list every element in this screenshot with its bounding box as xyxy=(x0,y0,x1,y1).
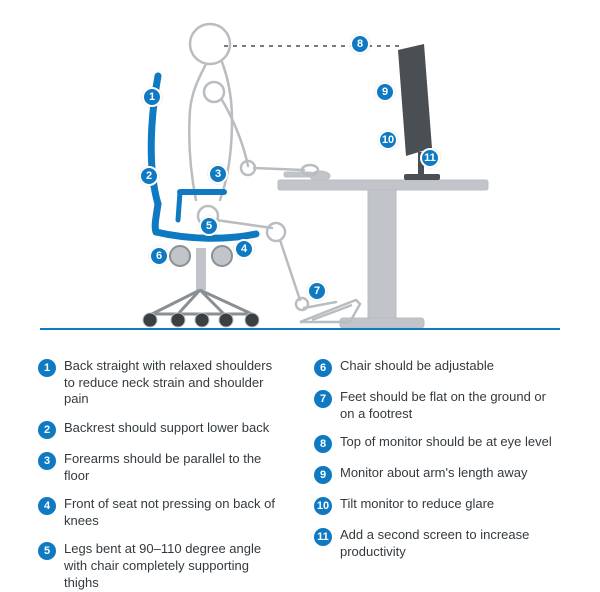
ergonomics-illustration xyxy=(0,0,600,345)
callout-9: 9 xyxy=(375,82,395,102)
legend-bullet: 3 xyxy=(38,452,56,470)
legend-bullet: 7 xyxy=(314,390,332,408)
legend-item-5: 5 Legs bent at 90–110 degree angle with c… xyxy=(38,541,286,591)
legend-text: Forearms should be parallel to the floor xyxy=(64,451,286,484)
legend-bullet: 11 xyxy=(314,528,332,546)
legend-item-8: 8 Top of monitor should be at eye level xyxy=(314,434,562,453)
legend-bullet: 4 xyxy=(38,497,56,515)
callout-6: 6 xyxy=(149,246,169,266)
legend-column-left: 1 Back straight with relaxed shoulders to… xyxy=(38,358,286,591)
legend-bullet: 5 xyxy=(38,542,56,560)
legend-text: Chair should be adjustable xyxy=(340,358,494,375)
legend-text: Top of monitor should be at eye level xyxy=(340,434,552,451)
legend-item-4: 4 Front of seat not pressing on back of k… xyxy=(38,496,286,529)
legend-text: Backrest should support lower back xyxy=(64,420,269,437)
legend-item-6: 6 Chair should be adjustable xyxy=(314,358,562,377)
legend-item-3: 3 Forearms should be parallel to the floo… xyxy=(38,451,286,484)
legend-bullet: 2 xyxy=(38,421,56,439)
legend-item-10: 10 Tilt monitor to reduce glare xyxy=(314,496,562,515)
legend-text: Legs bent at 90–110 degree angle with ch… xyxy=(64,541,286,591)
legend-bullet: 9 xyxy=(314,466,332,484)
callout-11: 11 xyxy=(420,148,440,168)
legend-column-right: 6 Chair should be adjustable 7 Feet should … xyxy=(314,358,562,591)
legend-item-7: 7 Feet should be flat on the ground or on… xyxy=(314,389,562,422)
callout-1: 1 xyxy=(142,87,162,107)
callout-10: 10 xyxy=(378,130,398,150)
legend-item-2: 2 Backrest should support lower back xyxy=(38,420,286,439)
legend-item-1: 1 Back straight with relaxed shoulders to… xyxy=(38,358,286,408)
callout-3: 3 xyxy=(208,164,228,184)
floor-line xyxy=(40,328,560,330)
legend-bullet: 10 xyxy=(314,497,332,515)
legend-item-11: 11 Add a second screen to increase produc… xyxy=(314,527,562,560)
legend-text: Add a second screen to increase producti… xyxy=(340,527,562,560)
legend-bullet: 1 xyxy=(38,359,56,377)
callout-8: 8 xyxy=(350,34,370,54)
legend-text: Front of seat not pressing on back of kn… xyxy=(64,496,286,529)
legend-text: Back straight with relaxed shoulders to … xyxy=(64,358,286,408)
callout-5: 5 xyxy=(199,216,219,236)
callout-2: 2 xyxy=(139,166,159,186)
legend-text: Tilt monitor to reduce glare xyxy=(340,496,494,513)
callout-7: 7 xyxy=(307,281,327,301)
legend-item-9: 9 Monitor about arm's length away xyxy=(314,465,562,484)
legend-bullet: 6 xyxy=(314,359,332,377)
legend-bullet: 8 xyxy=(314,435,332,453)
ergonomics-diagram: 1 2 3 45 6 7 8 9 10 11 xyxy=(0,0,600,345)
callout-4: 4 xyxy=(234,239,254,259)
tips-legend: 1 Back straight with relaxed shoulders to… xyxy=(38,358,562,591)
legend-text: Monitor about arm's length away xyxy=(340,465,527,482)
legend-text: Feet should be flat on the ground or on … xyxy=(340,389,562,422)
chair xyxy=(151,76,256,238)
